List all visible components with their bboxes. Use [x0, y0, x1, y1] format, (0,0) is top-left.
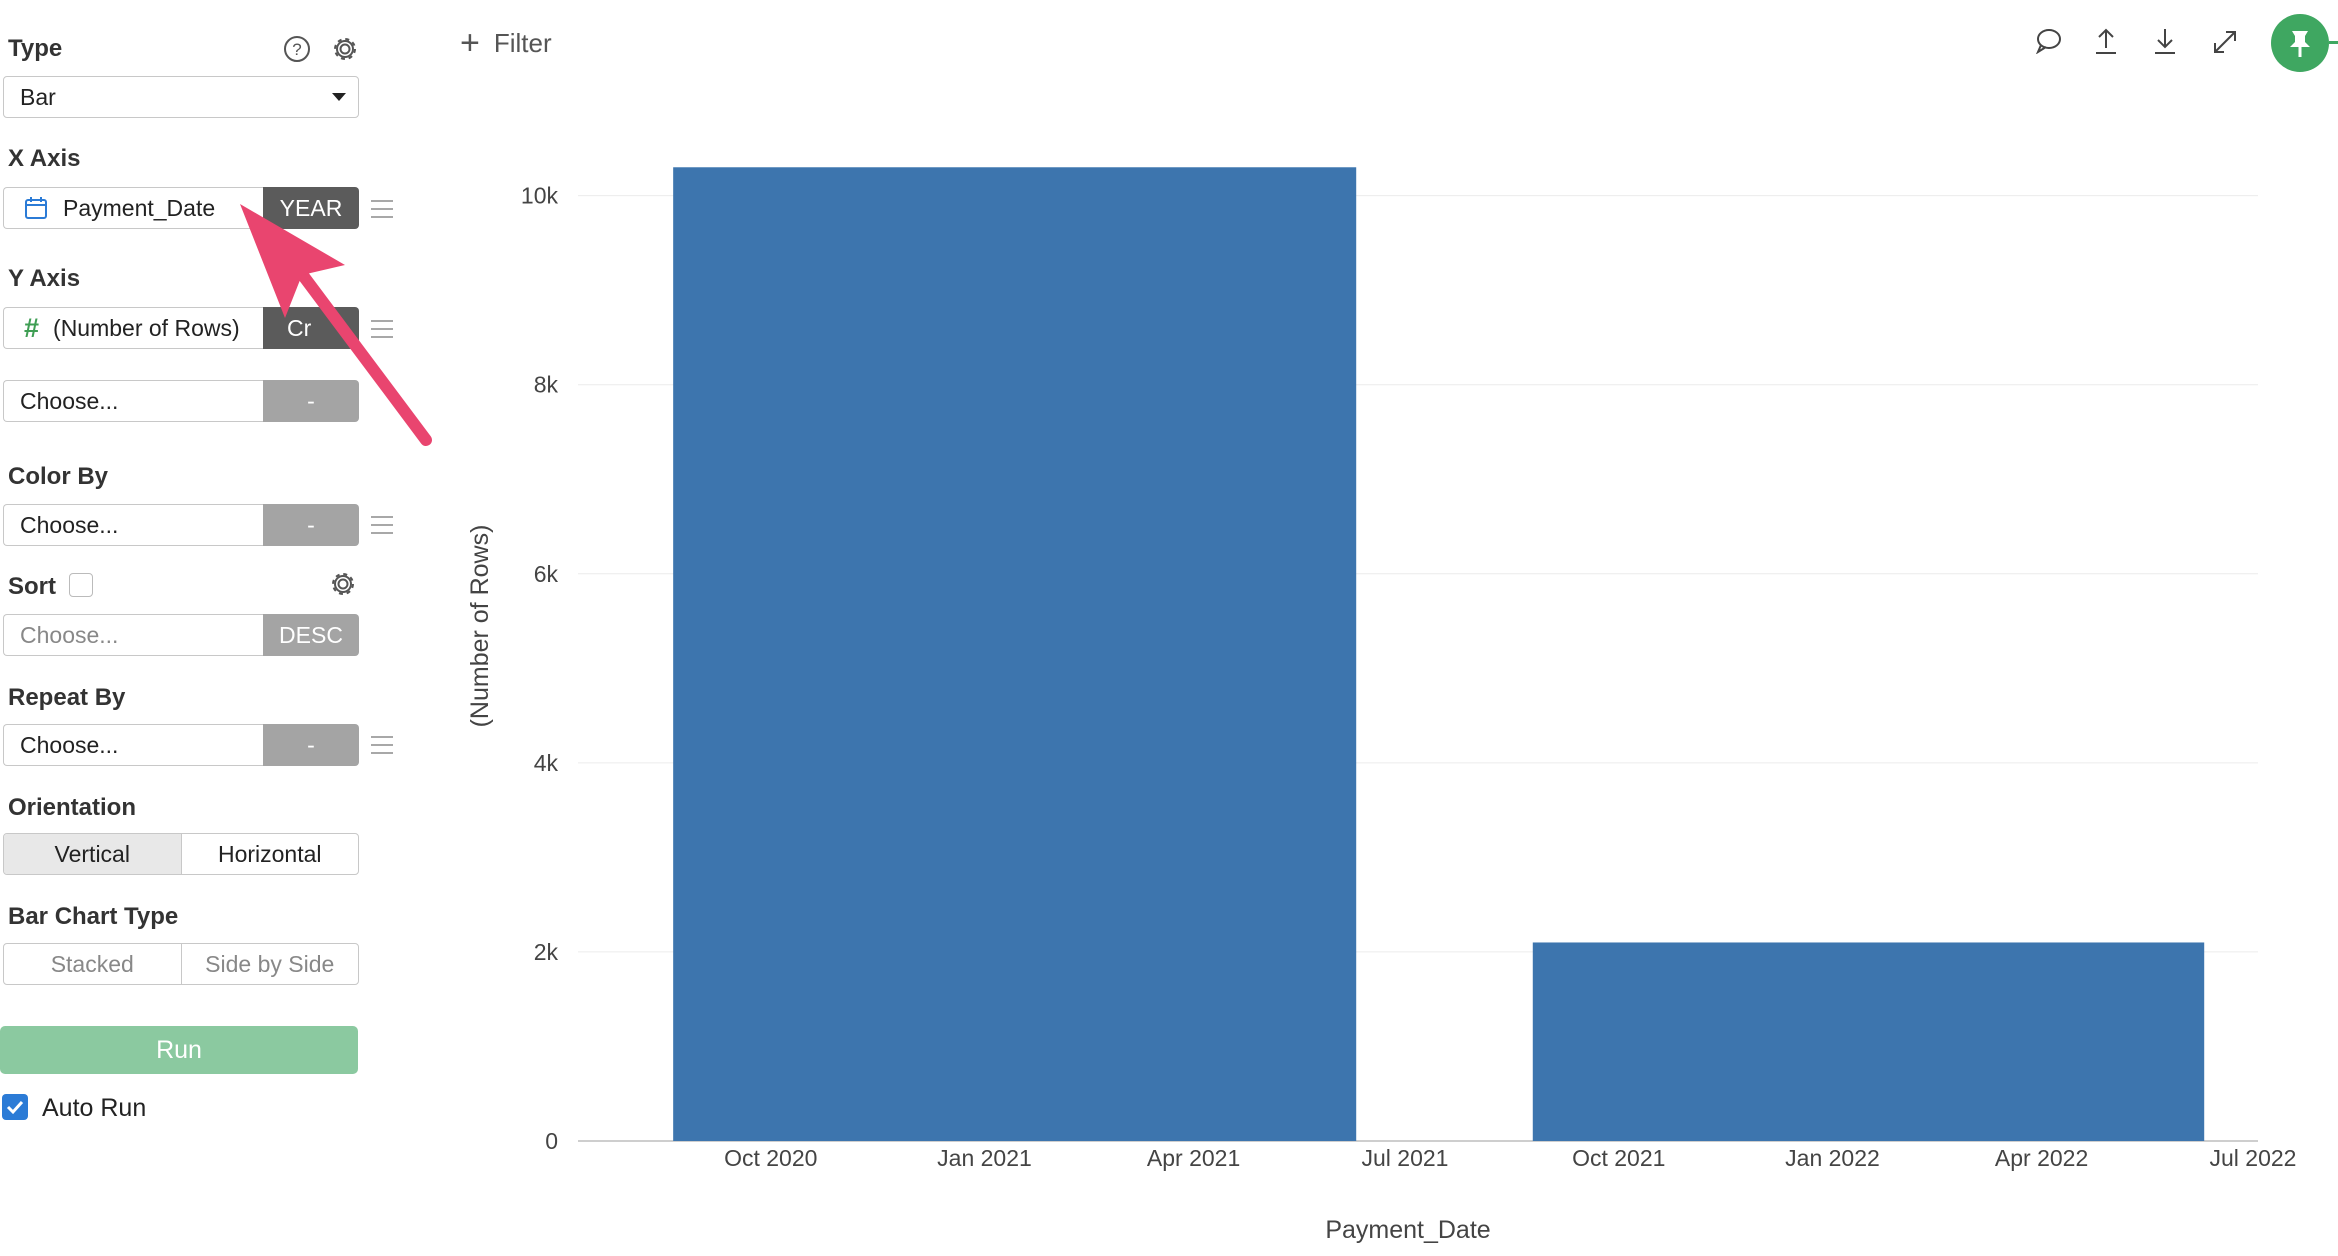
- bar-type-stacked-button[interactable]: Stacked: [50, 950, 134, 977]
- x-tick-label: Oct 2020: [724, 1145, 817, 1171]
- plus-icon: +: [460, 24, 480, 62]
- sort-direction-button[interactable]: DESC: [263, 614, 359, 656]
- pin-button[interactable]: [2271, 14, 2329, 72]
- run-button[interactable]: Run: [0, 1026, 358, 1074]
- bar: [673, 167, 1357, 1141]
- x-tick-label: Jan 2021: [937, 1145, 1032, 1171]
- number-hash-icon: #: [24, 312, 40, 343]
- x-axis-menu-icon[interactable]: [371, 200, 393, 218]
- help-icon[interactable]: ?: [283, 35, 311, 68]
- bar: [1532, 942, 2205, 1141]
- y-tick-label: 6k: [534, 561, 559, 587]
- y-tick-label: 10k: [521, 183, 559, 209]
- repeat-by-tag[interactable]: -: [263, 724, 359, 766]
- filter-button[interactable]: + Filter: [460, 26, 552, 60]
- y-axis-field-name: (Number of Rows): [53, 314, 240, 341]
- x-axis-aggregation-button[interactable]: YEAR: [263, 187, 359, 229]
- y-tick-label: 2k: [534, 939, 559, 965]
- orientation-vertical-button[interactable]: Vertical: [4, 834, 181, 874]
- color-by-menu-icon[interactable]: [371, 516, 393, 534]
- orientation-label: Orientation: [8, 794, 137, 821]
- x-axis-label: X Axis: [8, 145, 81, 172]
- bar-chart-type-label: Bar Chart Type: [8, 903, 179, 930]
- repeat-by-label: Repeat By: [8, 684, 126, 711]
- color-by-placeholder: Choose...: [20, 511, 119, 538]
- y-axis-title: (Number of Rows): [466, 525, 494, 728]
- sort-field[interactable]: Choose...: [3, 614, 263, 656]
- bar-chart-type-toggle: Stacked Side by Side: [3, 943, 359, 985]
- y-tick-label: 4k: [534, 750, 559, 776]
- x-axis-field-name: Payment_Date: [63, 194, 216, 221]
- y-axis-field[interactable]: # (Number of Rows): [3, 307, 263, 349]
- comment-icon[interactable]: [2035, 28, 2063, 59]
- repeat-by-placeholder: Choose...: [20, 731, 119, 758]
- color-by-label: Color By: [8, 463, 109, 490]
- orientation-horizontal-button[interactable]: Horizontal: [180, 834, 359, 874]
- color-by-tag[interactable]: -: [263, 504, 359, 546]
- x-axis-title: Payment_Date: [1325, 1216, 1490, 1244]
- y-axis-add-placeholder: Choose...: [20, 387, 119, 414]
- download-icon[interactable]: [2152, 26, 2178, 61]
- x-tick-label: Apr 2022: [1995, 1145, 2088, 1171]
- y-tick-label: 8k: [534, 372, 559, 398]
- expand-icon[interactable]: [2211, 28, 2239, 61]
- filter-label: Filter: [493, 27, 552, 58]
- bar-type-side-by-side-button[interactable]: Side by Side: [180, 944, 359, 984]
- pin-icon: [2290, 31, 2310, 57]
- y-axis-menu-icon[interactable]: [371, 320, 393, 338]
- x-tick-label: Jan 2022: [1785, 1145, 1880, 1171]
- x-axis-field[interactable]: Payment_Date: [3, 187, 263, 229]
- chart-type-select[interactable]: Bar: [3, 76, 359, 118]
- sort-label: Sort: [8, 573, 56, 600]
- auto-run-checkbox[interactable]: [2, 1094, 28, 1120]
- caret-down-icon: [332, 93, 346, 101]
- sort-checkbox[interactable]: [69, 573, 93, 597]
- pin-edge-line: [2329, 41, 2338, 44]
- annotation-arrow: [240, 204, 432, 446]
- check-icon: [6, 1100, 24, 1115]
- y-axis-add-tag[interactable]: -: [263, 380, 359, 422]
- y-axis-label: Y Axis: [8, 265, 81, 292]
- x-tick-label: Jul 2021: [1362, 1145, 1449, 1171]
- calendar-icon: [25, 197, 47, 219]
- color-by-field[interactable]: Choose...: [3, 504, 263, 546]
- auto-run-label: Auto Run: [42, 1094, 147, 1122]
- orientation-toggle: Vertical Horizontal: [3, 833, 359, 875]
- repeat-by-menu-icon[interactable]: [371, 736, 393, 754]
- svg-text:?: ?: [292, 40, 301, 59]
- type-settings-gear-icon[interactable]: [331, 35, 359, 68]
- repeat-by-field[interactable]: Choose...: [3, 724, 263, 766]
- chart-type-value: Bar: [20, 83, 56, 110]
- y-axis-add-field[interactable]: Choose...: [3, 380, 263, 422]
- upload-icon[interactable]: [2093, 26, 2119, 61]
- x-tick-label: Apr 2021: [1147, 1145, 1240, 1171]
- sort-placeholder: Choose...: [20, 621, 119, 648]
- x-tick-label: Jul 2022: [2210, 1145, 2297, 1171]
- y-tick-label: 0: [545, 1128, 558, 1154]
- type-label: Type: [8, 35, 63, 62]
- sort-settings-gear-icon[interactable]: [329, 570, 357, 603]
- x-tick-label: Oct 2021: [1572, 1145, 1665, 1171]
